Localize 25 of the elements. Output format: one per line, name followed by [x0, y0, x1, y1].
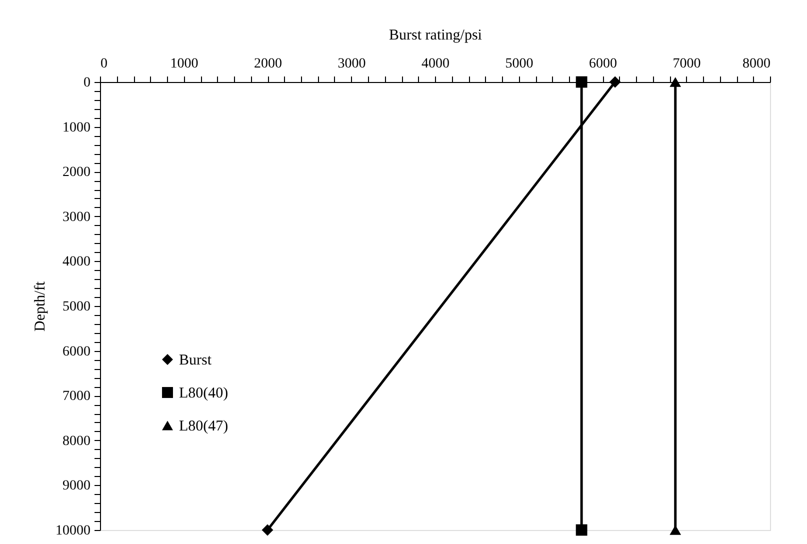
x-tick-label: 6000: [589, 56, 617, 72]
x-axis-title: Burst rating/psi: [389, 28, 482, 44]
y-axis-title: Depth/ft: [32, 280, 48, 332]
x-tick-label: 5000: [505, 56, 534, 72]
x-tick-label: 4000: [422, 56, 450, 72]
y-tick-label: 7000: [62, 389, 90, 404]
x-tick-label: 1000: [170, 56, 198, 72]
x-tick-label: 0: [100, 56, 108, 72]
y-tick-label: 6000: [62, 344, 90, 360]
x-tick-label: 7000: [672, 56, 701, 72]
x-tick-label: 3000: [338, 56, 366, 72]
y-tick-label: 3000: [62, 210, 90, 225]
legend-label: L80(47): [179, 418, 228, 434]
y-tick-label: 1000: [62, 120, 90, 136]
legend-label: Burst: [179, 352, 212, 368]
y-tick-label: 10000: [56, 524, 90, 538]
x-tick-label: 2000: [254, 56, 282, 72]
y-tick-label: 5000: [62, 300, 90, 314]
y-tick-label: 2000: [62, 165, 90, 180]
y-tick-label: 8000: [62, 434, 90, 449]
y-tick-label: 0: [84, 76, 90, 90]
y-tick-label: 9000: [62, 478, 90, 494]
x-tick-label: 8000: [742, 56, 770, 72]
y-tick-label: 4000: [62, 254, 90, 270]
legend-label: L80(40): [179, 386, 228, 402]
